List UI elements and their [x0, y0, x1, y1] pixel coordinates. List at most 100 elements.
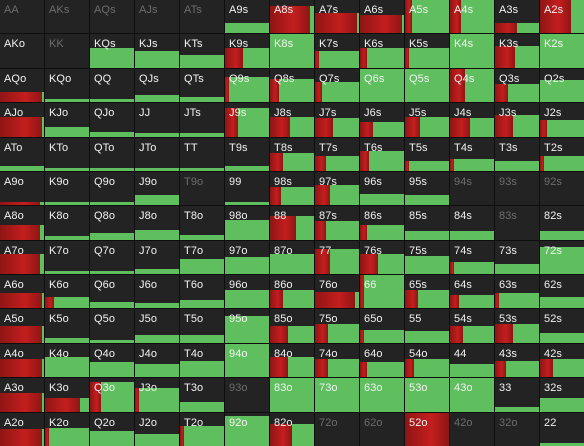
hand-cell[interactable]: Q8s	[270, 68, 314, 103]
hand-cell[interactable]: 74s	[450, 240, 494, 275]
hand-cell[interactable]: A9s	[225, 0, 269, 34]
hand-cell[interactable]: A3s	[495, 0, 539, 34]
hand-cell[interactable]: 63s	[495, 275, 539, 309]
hand-cell[interactable]: 33	[495, 378, 539, 412]
hand-cell[interactable]: T7s	[315, 137, 359, 171]
hand-cell[interactable]: KQs	[90, 34, 134, 68]
hand-cell[interactable]: 96s	[360, 171, 404, 206]
hand-cell[interactable]: 65o	[360, 309, 404, 343]
hand-cell[interactable]: Q5s	[405, 68, 449, 103]
hand-cell[interactable]: 22	[540, 412, 584, 446]
hand-cell[interactable]: T7o	[180, 240, 224, 275]
hand-cell[interactable]: J9s	[225, 103, 269, 137]
hand-cell[interactable]: J7s	[315, 103, 359, 137]
hand-cell[interactable]: 85o	[270, 309, 314, 343]
hand-cell[interactable]: 63o	[360, 378, 404, 412]
hand-cell[interactable]: 76s	[360, 240, 404, 275]
hand-cell[interactable]: 84s	[450, 206, 494, 240]
hand-cell[interactable]: 86s	[360, 206, 404, 240]
hand-cell[interactable]: AJo	[0, 103, 44, 137]
hand-cell[interactable]: A9o	[0, 171, 44, 206]
hand-cell[interactable]: 73o	[315, 378, 359, 412]
hand-cell[interactable]: K3s	[495, 34, 539, 68]
hand-cell[interactable]: 64s	[450, 275, 494, 309]
hand-cell[interactable]: KK	[45, 34, 89, 68]
hand-cell[interactable]: A2s	[540, 0, 584, 34]
hand-cell[interactable]: 87s	[315, 206, 359, 240]
hand-cell[interactable]: 72o	[315, 412, 359, 446]
hand-cell[interactable]: K7o	[45, 240, 89, 275]
hand-cell[interactable]: T8s	[270, 137, 314, 171]
hand-cell[interactable]: KJo	[45, 103, 89, 137]
hand-cell[interactable]: 83s	[495, 206, 539, 240]
hand-cell[interactable]: AQo	[0, 68, 44, 103]
hand-cell[interactable]: TT	[180, 137, 224, 171]
hand-cell[interactable]: 43s	[495, 343, 539, 378]
hand-cell[interactable]: A6s	[360, 0, 404, 34]
hand-cell[interactable]: 95s	[405, 171, 449, 206]
hand-cell[interactable]: Q2s	[540, 68, 584, 103]
hand-cell[interactable]: 74o	[315, 343, 359, 378]
hand-cell[interactable]: 87o	[270, 240, 314, 275]
hand-cell[interactable]: 95o	[225, 309, 269, 343]
hand-cell[interactable]: 93s	[495, 171, 539, 206]
hand-cell[interactable]: 65s	[405, 275, 449, 309]
hand-cell[interactable]: 82o	[270, 412, 314, 446]
hand-cell[interactable]: 53s	[495, 309, 539, 343]
hand-cell[interactable]: QTs	[180, 68, 224, 103]
hand-cell[interactable]: J5o	[135, 309, 179, 343]
hand-cell[interactable]: 94s	[450, 171, 494, 206]
hand-cell[interactable]: QJs	[135, 68, 179, 103]
hand-cell[interactable]: K8o	[45, 206, 89, 240]
hand-cell[interactable]: J2o	[135, 412, 179, 446]
hand-cell[interactable]: QQ	[90, 68, 134, 103]
hand-cell[interactable]: K4o	[45, 343, 89, 378]
hand-cell[interactable]: A4s	[450, 0, 494, 34]
hand-cell[interactable]: AJs	[135, 0, 179, 34]
hand-cell[interactable]: Q4o	[90, 343, 134, 378]
hand-cell[interactable]: Q3o	[90, 378, 134, 412]
hand-cell[interactable]: K8s	[270, 34, 314, 68]
hand-cell[interactable]: K4s	[450, 34, 494, 68]
hand-cell[interactable]: J4o	[135, 343, 179, 378]
hand-cell[interactable]: ATs	[180, 0, 224, 34]
hand-cell[interactable]: 75o	[315, 309, 359, 343]
hand-cell[interactable]: J3s	[495, 103, 539, 137]
hand-cell[interactable]: A8o	[0, 206, 44, 240]
hand-cell[interactable]: 98o	[225, 206, 269, 240]
hand-cell[interactable]: ATo	[0, 137, 44, 171]
hand-cell[interactable]: Q8o	[90, 206, 134, 240]
hand-cell[interactable]: Q9s	[225, 68, 269, 103]
hand-cell[interactable]: JTo	[135, 137, 179, 171]
hand-cell[interactable]: 43o	[450, 378, 494, 412]
hand-cell[interactable]: K6o	[45, 275, 89, 309]
hand-cell[interactable]: 42s	[540, 343, 584, 378]
hand-cell[interactable]: Q6s	[360, 68, 404, 103]
hand-cell[interactable]: 84o	[270, 343, 314, 378]
hand-cell[interactable]: J6o	[135, 275, 179, 309]
hand-cell[interactable]: KTo	[45, 137, 89, 171]
hand-cell[interactable]: T3o	[180, 378, 224, 412]
hand-cell[interactable]: Q9o	[90, 171, 134, 206]
hand-cell[interactable]: T9s	[225, 137, 269, 171]
hand-cell[interactable]: T5o	[180, 309, 224, 343]
hand-cell[interactable]: 85s	[405, 206, 449, 240]
hand-cell[interactable]: 66	[360, 275, 404, 309]
hand-cell[interactable]: 73s	[495, 240, 539, 275]
hand-cell[interactable]: 99	[225, 171, 269, 206]
hand-cell[interactable]: K5s	[405, 34, 449, 68]
hand-cell[interactable]: K3o	[45, 378, 89, 412]
hand-cell[interactable]: J8s	[270, 103, 314, 137]
hand-cell[interactable]: AKo	[0, 34, 44, 68]
hand-cell[interactable]: 42o	[450, 412, 494, 446]
hand-cell[interactable]: 94o	[225, 343, 269, 378]
hand-cell[interactable]: KJs	[135, 34, 179, 68]
hand-cell[interactable]: A2o	[0, 412, 44, 446]
hand-cell[interactable]: KTs	[180, 34, 224, 68]
hand-cell[interactable]: Q3s	[495, 68, 539, 103]
hand-cell[interactable]: Q2o	[90, 412, 134, 446]
hand-cell[interactable]: 97o	[225, 240, 269, 275]
hand-cell[interactable]: 52o	[405, 412, 449, 446]
hand-cell[interactable]: K2s	[540, 34, 584, 68]
hand-cell[interactable]: T2s	[540, 137, 584, 171]
